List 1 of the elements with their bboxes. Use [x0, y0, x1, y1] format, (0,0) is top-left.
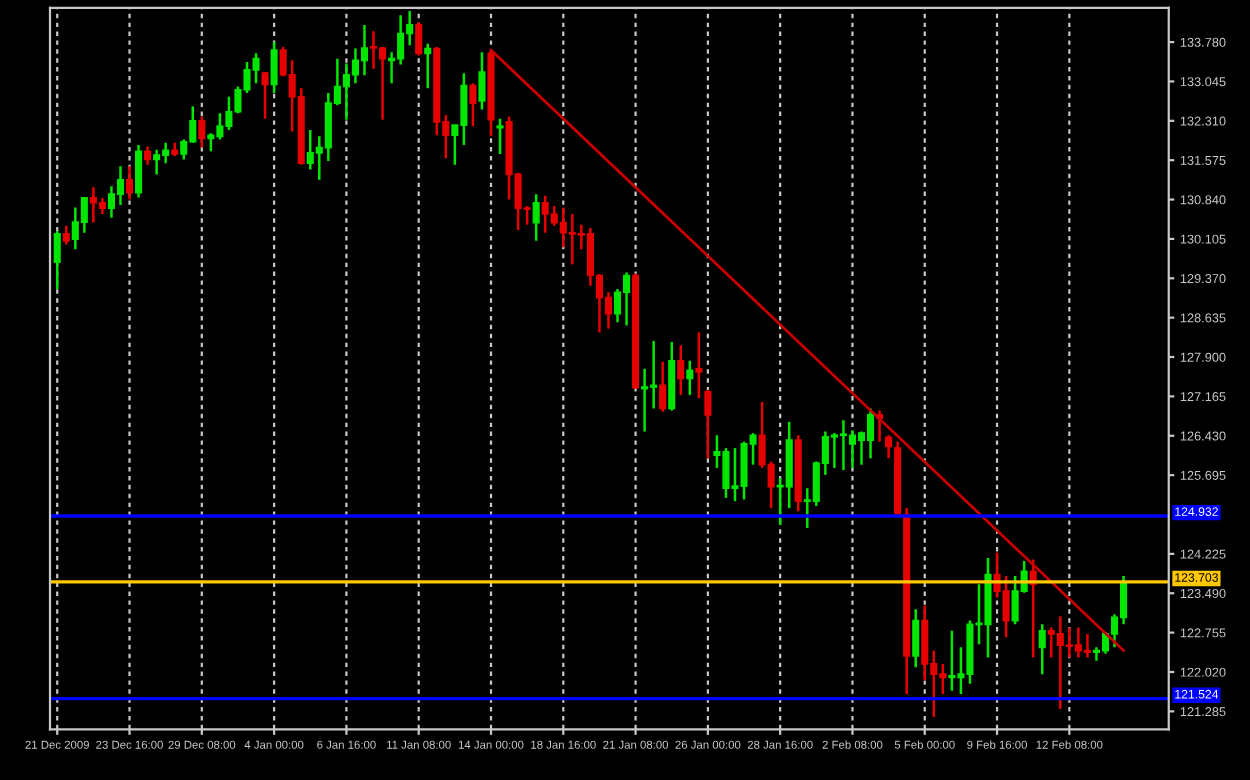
candlestick [496, 117, 504, 156]
